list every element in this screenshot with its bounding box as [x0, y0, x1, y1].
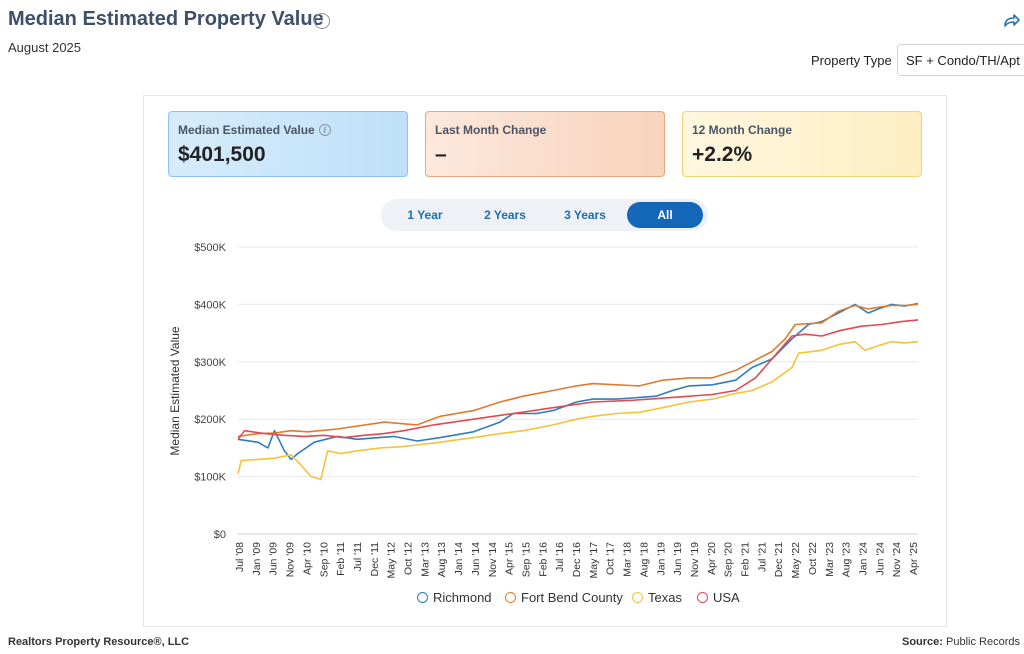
- copyright: Realtors Property Resource®, LLC: [8, 636, 190, 648]
- report-date: August 2025: [8, 40, 82, 55]
- last-month-change-value: –: [435, 143, 447, 166]
- legend-item-richmond[interactable]: Richmond: [417, 590, 492, 605]
- data-source: Source: Public Records: [902, 636, 1020, 648]
- info-icon[interactable]: i: [314, 13, 330, 29]
- median-value-card: Median Estimated Value i $401,500: [168, 111, 408, 177]
- page-title: Median Estimated Property Value: [8, 8, 324, 30]
- last-month-change-card: Last Month Change –: [425, 111, 665, 177]
- info-icon[interactable]: i: [318, 124, 331, 136]
- legend-swatch: [697, 592, 708, 603]
- legend-item-fort-bend-county[interactable]: Fort Bend County: [505, 590, 623, 605]
- legend-label: Texas: [648, 590, 682, 605]
- time-range-tabs: 1 Year 2 Years 3 Years All: [381, 199, 708, 231]
- source-value: Public Records: [946, 636, 1020, 648]
- share-icon[interactable]: [1002, 12, 1020, 30]
- chart-panel: [143, 95, 947, 627]
- median-value: $401,500: [178, 143, 266, 166]
- twelve-month-change-label: 12 Month Change: [692, 123, 793, 137]
- legend-label: USA: [713, 590, 740, 605]
- median-value-label: Median Estimated Value i: [178, 123, 331, 137]
- tab-1-year[interactable]: 1 Year: [407, 208, 443, 222]
- legend-label: Richmond: [433, 590, 492, 605]
- last-month-change-label: Last Month Change: [435, 123, 547, 137]
- legend-item-texas[interactable]: Texas: [632, 590, 682, 605]
- tab-3-years[interactable]: 3 Years: [564, 208, 606, 222]
- legend-item-usa[interactable]: USA: [697, 590, 740, 605]
- tab-2-years[interactable]: 2 Years: [484, 208, 526, 222]
- chart-legend: Richmond Fort Bend County Texas USA: [0, 590, 1024, 610]
- property-type-select[interactable]: SF + Condo/TH/Apt: [897, 44, 1024, 76]
- legend-swatch: [417, 592, 428, 603]
- legend-swatch: [632, 592, 643, 603]
- twelve-month-change-card: 12 Month Change +2.2%: [682, 111, 922, 177]
- median-value-label-text: Median Estimated Value: [178, 123, 315, 137]
- property-type-label: Property Type: [811, 53, 892, 68]
- legend-swatch: [505, 592, 516, 603]
- twelve-month-change-value: +2.2%: [692, 143, 753, 166]
- tab-all[interactable]: All: [627, 202, 703, 228]
- legend-label: Fort Bend County: [521, 590, 623, 605]
- source-label: Source:: [901, 636, 943, 648]
